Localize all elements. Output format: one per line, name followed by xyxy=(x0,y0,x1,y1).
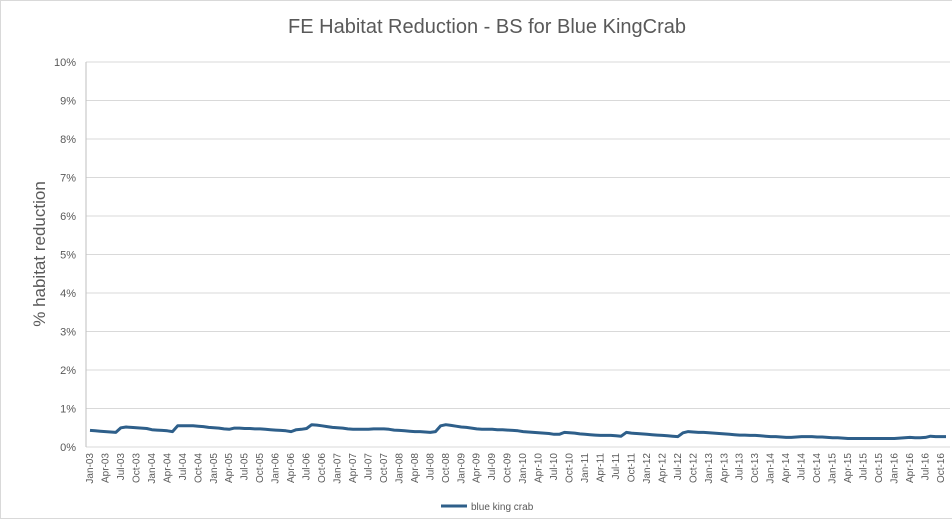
x-tick-label: Jul-06 xyxy=(302,453,313,481)
legend-label: blue king crab xyxy=(471,502,534,513)
x-tick-label: Jan-07 xyxy=(333,453,344,484)
x-tick-label: Jan-05 xyxy=(209,453,220,484)
x-tick-label: Jul-03 xyxy=(116,453,127,481)
y-tick-label: 4% xyxy=(60,288,76,300)
y-tick-label: 1% xyxy=(60,404,76,416)
x-tick-label: Jan-03 xyxy=(85,453,96,484)
x-tick-label: Apr-14 xyxy=(781,453,792,483)
x-tick-label: Apr-13 xyxy=(719,453,730,483)
x-tick-label: Apr-06 xyxy=(286,453,297,483)
x-tick-label: Oct-04 xyxy=(193,453,204,483)
x-tick-label: Jul-15 xyxy=(858,453,869,481)
x-tick-label: Jul-07 xyxy=(363,453,374,481)
x-tick-label: Jul-04 xyxy=(178,453,189,481)
x-tick-label: Apr-09 xyxy=(472,453,483,483)
y-tick-label: 2% xyxy=(60,365,76,377)
y-tick-label: 6% xyxy=(60,211,76,223)
y-tick-label: 7% xyxy=(60,173,76,185)
x-tick-label: Apr-16 xyxy=(905,453,916,483)
x-tick-label: Jan-15 xyxy=(828,453,839,484)
x-tick-label: Oct-13 xyxy=(750,453,761,483)
x-tick-label: Jan-14 xyxy=(766,453,777,484)
x-tick-label: Oct-10 xyxy=(565,453,576,483)
x-tick-label: Jan-16 xyxy=(889,453,900,484)
x-tick-label: Jul-11 xyxy=(611,453,622,480)
y-axis-label: % habitat reduction xyxy=(30,181,49,327)
x-tick-label: Oct-08 xyxy=(441,453,452,483)
chart-title: FE Habitat Reduction - BS for Blue KingC… xyxy=(288,16,686,38)
x-tick-label: Jul-08 xyxy=(425,453,436,481)
x-tick-label: Jan-12 xyxy=(642,453,653,484)
y-tick-label: 0% xyxy=(60,442,76,454)
x-tick-label: Jan-11 xyxy=(580,453,591,483)
x-tick-label: Jan-04 xyxy=(147,453,158,484)
x-tick-label: Oct-15 xyxy=(874,453,885,483)
y-tick-label: 5% xyxy=(60,250,76,262)
x-tick-label: Apr-12 xyxy=(657,453,668,483)
y-tick-label: 10% xyxy=(54,57,76,69)
x-tick-label: Oct-05 xyxy=(255,453,266,483)
x-tick-label: Apr-08 xyxy=(410,453,421,483)
x-tick-label: Jul-09 xyxy=(487,453,498,481)
data-line xyxy=(89,423,946,440)
x-tick-label: Jul-05 xyxy=(240,453,251,481)
x-tick-label: Oct-11 xyxy=(626,453,637,483)
x-tick-label: Jan-13 xyxy=(704,453,715,484)
x-tick-label: Jul-13 xyxy=(735,453,746,481)
x-tick-label: Jul-16 xyxy=(920,453,931,481)
x-tick-label: Oct-09 xyxy=(503,453,514,483)
y-tick-label: 9% xyxy=(60,96,76,108)
x-tick-label: Apr-03 xyxy=(100,453,111,483)
x-tick-label: Apr-10 xyxy=(534,453,545,483)
y-tick-label: 8% xyxy=(60,134,76,146)
x-tick-label: Oct-16 xyxy=(936,453,947,483)
x-tick-label: Apr-05 xyxy=(224,453,235,483)
x-tick-label: Jan-09 xyxy=(456,453,467,484)
x-tick-label: Oct-12 xyxy=(688,453,699,483)
x-tick-label: Oct-03 xyxy=(131,453,142,483)
x-tick-label: Apr-11 xyxy=(596,453,607,483)
x-tick-label: Apr-15 xyxy=(843,453,854,483)
x-tick-label: Apr-04 xyxy=(162,453,173,483)
y-tick-label: 3% xyxy=(60,327,76,339)
x-tick-label: Jan-10 xyxy=(518,453,529,484)
x-tick-label: Oct-14 xyxy=(812,453,823,483)
x-tick-label: Oct-06 xyxy=(317,453,328,483)
x-tick-label: Oct-07 xyxy=(379,453,390,483)
x-tick-label: Jul-10 xyxy=(549,453,560,481)
x-tick-label: Jul-14 xyxy=(797,453,808,481)
x-tick-label: Apr-07 xyxy=(348,453,359,483)
x-tick-label: Jul-12 xyxy=(673,453,684,481)
x-tick-label: Jan-06 xyxy=(271,453,282,484)
x-tick-label: Jan-08 xyxy=(394,453,405,484)
